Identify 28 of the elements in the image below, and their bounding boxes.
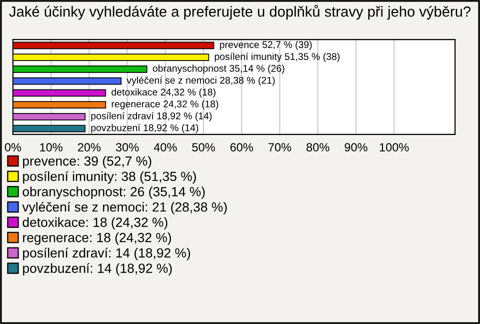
x-tick-label: 40% xyxy=(154,143,177,152)
data-label: vyléčení se z nemoci 28,38 % (21) xyxy=(126,76,275,86)
legend-label: prevence: 39 (52,7 %) xyxy=(23,156,152,168)
x-tick-label: 50% xyxy=(192,143,215,152)
data-label: posílení zdraví 18,92 % (14) xyxy=(91,112,212,122)
x-tick-label: 10% xyxy=(40,143,62,152)
data-label: prevence 52,7 % (39) xyxy=(220,40,312,50)
x-tick-label: 20% xyxy=(78,143,101,152)
data-label: obranyschopnost 35,14 % (26) xyxy=(152,64,284,74)
legend-label: vyléčení se z nemoci: 21 (28,38 %) xyxy=(22,202,227,214)
x-tick-label: 100% xyxy=(380,143,409,152)
legend-label: posílení imunity: 38 (51,35 %) xyxy=(23,171,196,184)
x-tick-label: 90% xyxy=(344,143,368,152)
legend-label: detoxikace: 18 (24,32 %) xyxy=(22,217,168,230)
legend-label: posílení zdraví: 14 (18,92 %) xyxy=(23,248,190,260)
chart-title: Jaké účinky vyhledáváte a preferujete u doplňků stravy při jeho výběru? xyxy=(9,4,471,20)
data-label: detoxikace 24,32 % (18) xyxy=(112,88,216,98)
data-label: povzbuzení 18,92 % (14) xyxy=(91,124,198,134)
x-tick-label: 70% xyxy=(268,143,292,152)
data-label: regenerace 24,32 % (18) xyxy=(112,100,218,110)
x-tick-label: 0% xyxy=(4,143,22,152)
x-tick-label: 60% xyxy=(230,143,254,152)
x-tick-label: 30% xyxy=(116,143,139,152)
legend-label: povzbuzení: 14 (18,92 %) xyxy=(23,263,172,276)
data-label: posílení imunity 51,35 % (38) xyxy=(214,52,340,62)
legend-label: regenerace: 18 (24,32 %) xyxy=(23,232,171,245)
x-tick-label: 80% xyxy=(306,143,330,152)
legend-label: obranyschopnost: 26 (35,14 %) xyxy=(22,186,205,199)
